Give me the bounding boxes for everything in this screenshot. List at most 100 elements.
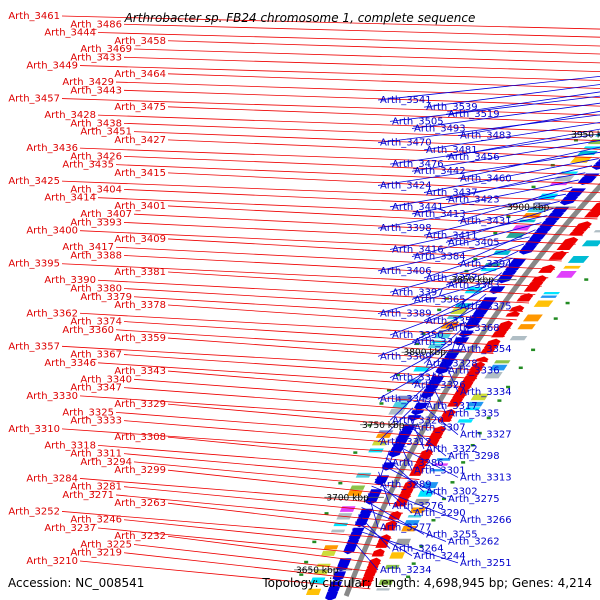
reverse-gene-feature — [577, 176, 597, 185]
gene-label-left: Arth_3357 — [8, 341, 60, 352]
forward-gene-feature — [568, 229, 585, 235]
forward-gene-feature — [505, 311, 521, 317]
gene-label-right: Arth_3541 — [380, 95, 432, 106]
gene-label-right: Arth_3255 — [426, 529, 478, 540]
gene-label-left: Arth_3284 — [26, 473, 78, 484]
gene-label-right: Arth_3328 — [426, 358, 478, 369]
leader-line-right — [423, 121, 600, 151]
gene-label-left: Arth_3417 — [62, 242, 114, 253]
leader-line-left — [61, 345, 483, 371]
leader-line-left — [115, 81, 600, 98]
forward-gene-feature — [415, 452, 432, 464]
gene-label-left: Arth_3346 — [44, 358, 96, 369]
leader-line-right — [423, 329, 462, 364]
cog-category-feature — [492, 250, 512, 255]
reverse-gene-feature — [559, 196, 579, 206]
leader-line-left — [123, 89, 600, 107]
gene-label-right: Arth_3326 — [414, 380, 466, 391]
scale-tick-label: 3850 kbp — [452, 276, 495, 286]
gene-label-left: Arth_3395 — [8, 259, 60, 270]
rna-marker — [395, 373, 400, 377]
rna-marker — [473, 257, 478, 261]
rna-marker — [518, 366, 523, 370]
gene-label-right: Arth_3398 — [380, 223, 432, 234]
leader-line-left — [79, 147, 600, 168]
leader-line-left — [167, 535, 381, 565]
reverse-gene-feature — [325, 591, 339, 600]
rna-marker — [497, 399, 502, 402]
gene-label-left: Arth_3414 — [44, 193, 96, 204]
gene-label-left: Arth_3401 — [114, 201, 166, 212]
rna-marker — [386, 388, 391, 392]
forward-gene-feature — [531, 275, 547, 282]
leader-line-left — [115, 411, 442, 438]
cog-category-feature — [404, 520, 420, 526]
leader-line-left — [123, 122, 600, 142]
gene-label-right: Arth_3481 — [426, 145, 478, 156]
gene-label-right: Arth_3234 — [380, 565, 432, 576]
gene-label-right: Arth_3320 — [392, 415, 444, 426]
leader-line-right — [445, 208, 554, 243]
leader-line-right — [411, 222, 542, 258]
cog-category-feature — [330, 529, 346, 533]
forward-gene-feature — [528, 279, 544, 286]
gene-label-right: Arth_3413 — [414, 209, 466, 220]
gene-label-left: Arth_3225 — [80, 539, 132, 550]
leader-line-right — [374, 478, 413, 514]
gene-label-right: Arth_3334 — [460, 387, 512, 398]
gene-label-right: Arth_3375 — [460, 302, 512, 313]
leader-line-right — [457, 272, 503, 307]
rna-marker — [411, 562, 416, 565]
cog-category-feature — [395, 538, 412, 545]
gene-label-right: Arth_3519 — [448, 109, 500, 120]
gene-label-right: Arth_3286 — [392, 458, 444, 469]
cog-category-feature — [421, 482, 439, 489]
gene-label-left: Arth_3232 — [114, 531, 166, 542]
cog-category-feature — [321, 550, 337, 556]
gene-label-left: Arth_3415 — [114, 168, 166, 179]
leader-line-left — [61, 180, 600, 203]
gene-label-left: Arth_3393 — [70, 217, 122, 228]
leader-line-left — [123, 23, 600, 38]
gene-label-right: Arth_3335 — [448, 408, 500, 419]
leader-line-right — [457, 229, 536, 265]
leader-line-left — [115, 246, 555, 270]
scale-ticks: 3650 kbp 3700 kbp 3750 kbp 3800 kbp 3850 kbp… — [294, 131, 600, 576]
forward-gene-feature — [387, 511, 402, 520]
cog-category-feature — [540, 295, 558, 298]
gene-label-left: Arth_3340 — [80, 374, 132, 385]
gene-label-right: Arth_3312 — [380, 437, 432, 448]
gene-label-left: Arth_3425 — [8, 176, 60, 187]
leader-line-right — [445, 165, 593, 201]
leader-line-left — [123, 354, 478, 380]
cog-category-feature — [577, 150, 598, 155]
gene-label-right: Arth_3298 — [448, 451, 500, 462]
reverse-gene-feature — [343, 544, 358, 555]
leader-line-right — [411, 393, 422, 428]
reverse-gene-feature — [348, 531, 363, 542]
gene-label-right: Arth_3262 — [448, 537, 500, 548]
cog-category-feature — [494, 360, 511, 364]
gene-label-left: Arth_3281 — [70, 482, 122, 493]
scale-tick-label: 3650 kbp — [296, 566, 339, 576]
forward-gene-feature — [584, 209, 600, 218]
cog-category-feature — [489, 364, 508, 371]
cog-category-feature — [401, 525, 417, 532]
map-title: Arthrobacter sp. FB24 chromosome 1, comp… — [124, 11, 476, 25]
cog-category-feature — [581, 240, 600, 247]
leader-line-left — [61, 15, 600, 30]
gene-label-left: Arth_3436 — [26, 143, 78, 154]
gene-label-left: Arth_3347 — [70, 383, 122, 394]
leader-line-left — [123, 552, 374, 581]
leader-line-right — [392, 443, 459, 478]
forward-gene-feature — [409, 467, 424, 476]
leader-line-right — [457, 186, 573, 222]
cog-category-feature — [405, 379, 423, 384]
gene-label-right: Arth_3442 — [414, 166, 466, 177]
forward-gene-feature — [571, 221, 592, 232]
rna-marker — [437, 308, 442, 312]
leader-line-right — [423, 243, 525, 279]
gene-label-right: Arth_3275 — [448, 494, 500, 505]
leader-line-left — [167, 304, 511, 329]
gene-label-right: Arth_3348 — [392, 373, 444, 384]
